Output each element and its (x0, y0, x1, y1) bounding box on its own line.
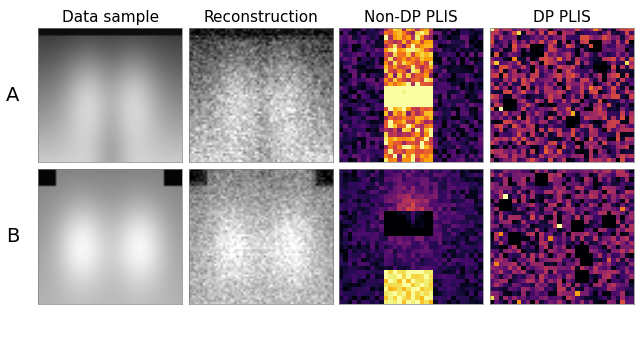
Text: B: B (6, 227, 19, 246)
Text: Reconstruction: Reconstruction (204, 10, 318, 25)
Text: Non-DP PLIS: Non-DP PLIS (364, 10, 458, 25)
Text: Data sample: Data sample (62, 10, 159, 25)
Text: A: A (6, 86, 19, 105)
Text: DP PLIS: DP PLIS (532, 10, 591, 25)
